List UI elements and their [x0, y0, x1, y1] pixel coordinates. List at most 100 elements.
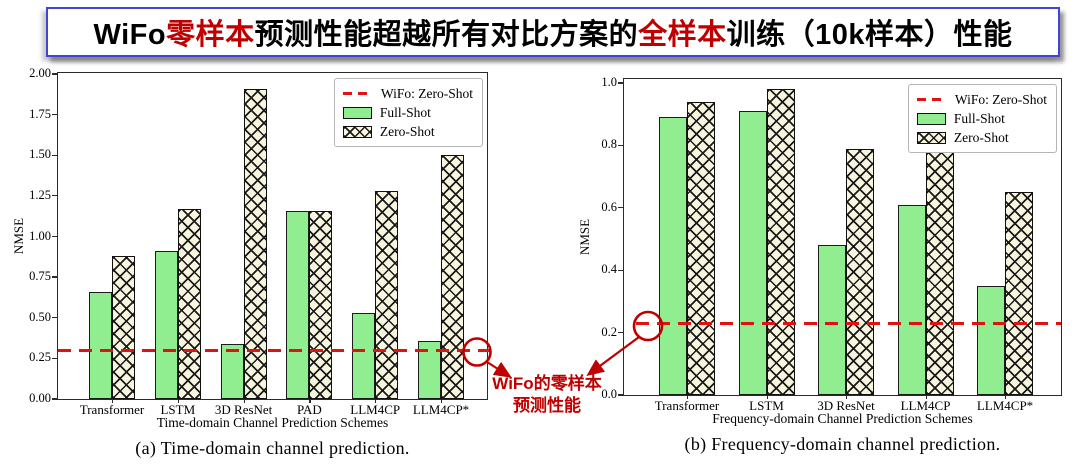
x-tick-label: LLM4CP	[900, 398, 951, 413]
x-tick-label: Transformer	[654, 398, 720, 413]
bar-full-shot	[286, 210, 310, 399]
legend-item-full-shot: Full-Shot	[342, 103, 473, 122]
y-tick-mark	[52, 357, 58, 359]
title-segment: WiFo	[93, 19, 167, 51]
y-tick-mark	[52, 195, 58, 197]
bar-full-shot	[977, 285, 1005, 395]
x-tick-mark	[375, 399, 377, 403]
x-tick-mark	[441, 399, 443, 403]
x-axis-title: Time-domain Channel Prediction Schemes	[156, 415, 389, 430]
y-tick-mark	[618, 144, 624, 146]
legend: WiFo: Zero-Shot Full-Shot Zero-Shot	[333, 78, 483, 147]
legend-label-full-shot: Full-Shot	[379, 104, 431, 120]
plot-area-frequency-domain: NMSE WiFo: Zero-Shot Full-Shot Zero-Shot…	[577, 75, 1062, 454]
y-tick-mark	[52, 235, 58, 238]
bar-full-shot	[738, 111, 767, 395]
y-tick-label: 0.0	[601, 387, 617, 401]
bar-full-shot	[818, 245, 846, 395]
x-tick-mark	[243, 399, 245, 403]
y-tick-mark	[52, 73, 58, 75]
y-tick-mark	[618, 331, 624, 334]
full-shot-swatch	[342, 106, 372, 119]
bar-full-shot	[89, 291, 112, 399]
legend-item-wifo: WiFo: Zero-Shot	[916, 90, 1047, 109]
x-tick-mark	[687, 395, 689, 399]
x-tick-label: LSTM	[160, 402, 196, 417]
y-tick-label: 0.4	[601, 262, 617, 277]
x-tick-mark	[766, 395, 768, 399]
x-tick-mark	[1005, 395, 1007, 399]
y-tick-label: 2.00	[29, 66, 51, 80]
bar-full-shot	[352, 312, 376, 399]
y-tick-label: 0.2	[601, 324, 617, 339]
wifo-zero-shot-line	[636, 321, 1061, 325]
y-tick-label: 0.75	[29, 269, 51, 284]
bar-zero-shot	[441, 155, 464, 399]
title-segment-red: 零样本	[166, 19, 255, 51]
y-tick-label: 1.0	[601, 75, 617, 89]
y-tick-mark	[52, 317, 58, 319]
y-tick-mark	[52, 398, 58, 400]
y-tick-label: 0.25	[29, 350, 51, 365]
bar-full-shot	[418, 340, 441, 399]
x-tick-label: Transformer	[79, 402, 145, 417]
x-axis-title: Frequency-domain Channel Prediction Sche…	[712, 411, 973, 426]
y-tick-label: 1.50	[29, 147, 51, 162]
y-tick-label: 1.00	[29, 228, 51, 243]
legend-item-zero-shot: Zero-Shot	[342, 122, 473, 141]
wifo-annotation: WiFo的零样本 预测性能	[492, 373, 601, 417]
bar-zero-shot	[766, 89, 795, 395]
bar-zero-shot	[112, 256, 135, 399]
wifo-dashed-line-sample	[916, 98, 947, 101]
caption-a: (a) Time-domain channel prediction.	[135, 438, 410, 458]
x-tick-label: 3D ResNet	[214, 402, 273, 417]
x-tick-mark	[309, 399, 311, 403]
wifo-zero-shot-line	[58, 348, 492, 352]
wifo-dashed-line-sample	[342, 92, 373, 95]
y-tick-label: 0.50	[29, 309, 51, 324]
title-segment: 训练（10k样本）性能	[726, 19, 1013, 51]
bar-full-shot	[897, 204, 926, 395]
legend-label-full-shot: Full-Shot	[953, 110, 1005, 126]
y-tick-mark	[618, 394, 624, 396]
bar-full-shot	[659, 117, 687, 395]
wifo-annotation-line2: 预测性能	[512, 396, 581, 415]
bar-zero-shot	[309, 210, 333, 399]
legend-item-zero-shot: Zero-Shot	[916, 128, 1047, 147]
wifo-annotation-line1: WiFo的零样本	[492, 374, 602, 393]
x-tick-label: LLM4CP*	[412, 402, 470, 417]
x-tick-label: 3D ResNet	[817, 398, 875, 413]
plot-area-time-domain: NMSE WiFo: Zero-Shot Full-Shot Zero-Shot…	[11, 66, 492, 458]
legend-item-full-shot: Full-Shot	[916, 109, 1047, 128]
legend-label-zero-shot: Zero-Shot	[953, 129, 1009, 145]
x-tick-mark	[925, 395, 927, 399]
legend-label-wifo: WiFo: Zero-Shot	[954, 91, 1047, 107]
bar-zero-shot	[375, 191, 399, 399]
y-axis-label: NMSE	[577, 79, 593, 395]
full-shot-swatch	[916, 112, 946, 125]
bar-zero-shot	[925, 151, 954, 395]
bar-zero-shot	[243, 88, 267, 399]
x-tick-label: LLM4CP	[350, 402, 401, 417]
bar-full-shot	[154, 251, 178, 399]
y-axis-label-text: NMSE	[577, 218, 592, 256]
y-tick-label: 1.75	[29, 106, 51, 121]
legend: WiFo: Zero-Shot Full-Shot Zero-Shot	[907, 84, 1057, 153]
y-tick-label: 0.8	[601, 137, 617, 152]
caption-b: (b) Frequency-domain channel prediction.	[684, 434, 1001, 454]
legend-item-wifo: WiFo: Zero-Shot	[342, 84, 473, 103]
x-tick-label: LSTM	[749, 398, 784, 413]
title-banner: WiFo零样本预测性能超越所有对比方案的全样本训练（10k样本）性能	[46, 7, 1060, 57]
y-tick-mark	[52, 276, 58, 278]
bar-zero-shot	[846, 148, 874, 395]
x-tick-mark	[177, 399, 180, 403]
bar-zero-shot	[1005, 192, 1033, 395]
bar-full-shot	[220, 343, 244, 399]
bar-zero-shot	[687, 101, 715, 395]
title-segment: 预测性能超越所有对比方案的	[254, 19, 639, 51]
legend-label-zero-shot: Zero-Shot	[379, 123, 435, 139]
y-tick-label: 0.00	[29, 391, 51, 405]
y-tick-mark	[618, 82, 624, 84]
y-tick-mark	[618, 269, 624, 271]
